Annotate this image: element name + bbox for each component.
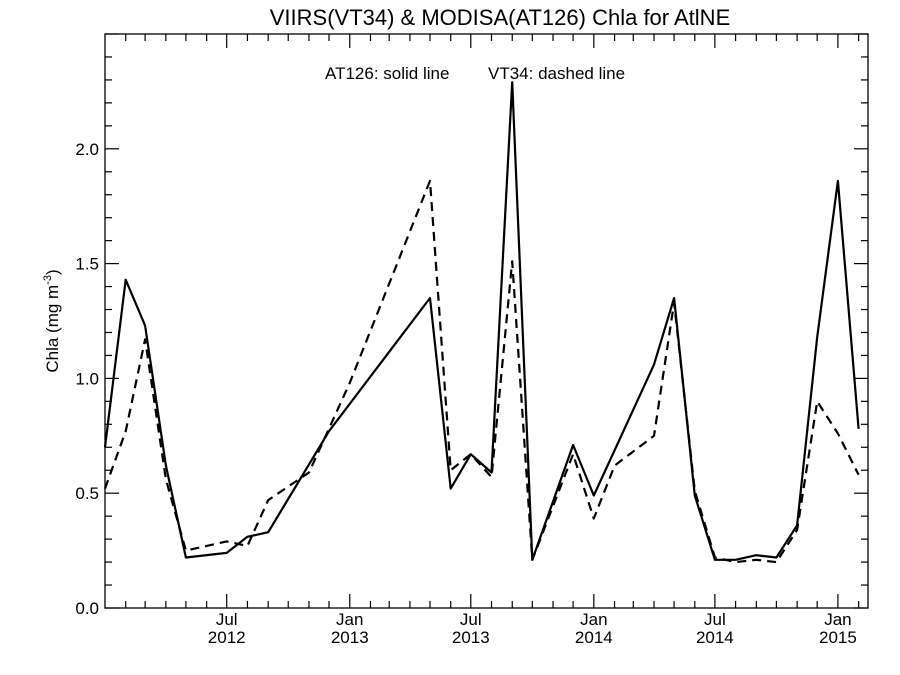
x-tick-label-year: 2013 xyxy=(452,628,490,647)
annotation-solid-line: AT126: solid line xyxy=(325,64,449,83)
x-tick-label-month: Jul xyxy=(704,610,726,629)
x-tick-label-month: Jan xyxy=(580,610,607,629)
x-tick-label-year: 2015 xyxy=(819,628,857,647)
x-tick-label-month: Jan xyxy=(336,610,363,629)
x-tick-label-month: Jan xyxy=(824,610,851,629)
series-layer xyxy=(103,81,860,564)
y-tick-label: 0.0 xyxy=(75,599,99,618)
x-tick-label-year: 2013 xyxy=(331,628,369,647)
y-axis-label-main: Chla (mg m xyxy=(43,285,62,373)
x-tick-label-year: 2012 xyxy=(208,628,246,647)
x-tick-label-year: 2014 xyxy=(575,628,613,647)
y-tick-label: 2.0 xyxy=(75,140,99,159)
y-axis-label-close: ) xyxy=(43,269,62,275)
series-line-solid xyxy=(103,81,860,561)
y-tick-label: 1.5 xyxy=(75,255,99,274)
x-axis-ticks: Jul2012Jan2013Jul2013Jan2014Jul2014Jan20… xyxy=(125,34,860,647)
plot-frame xyxy=(104,33,869,609)
annotation-dashed-line: VT34: dashed line xyxy=(488,64,625,83)
y-axis-label: Chla (mg m-3) xyxy=(42,269,62,372)
y-axis-ticks: 0.0 0.5 1.0 1.5 2.0 xyxy=(75,33,868,618)
y-tick-label: 1.0 xyxy=(75,369,99,388)
y-tick-label: 0.5 xyxy=(75,484,99,503)
x-tick-label-month: Jul xyxy=(216,610,238,629)
x-tick-label-month: Jul xyxy=(460,610,482,629)
chart-title: VIIRS(VT34) & MODISA(AT126) Chla for Atl… xyxy=(270,5,731,30)
x-tick-label-year: 2014 xyxy=(696,628,734,647)
series-line-dashed xyxy=(103,179,860,564)
y-axis-label-superscript: -3 xyxy=(42,275,54,285)
